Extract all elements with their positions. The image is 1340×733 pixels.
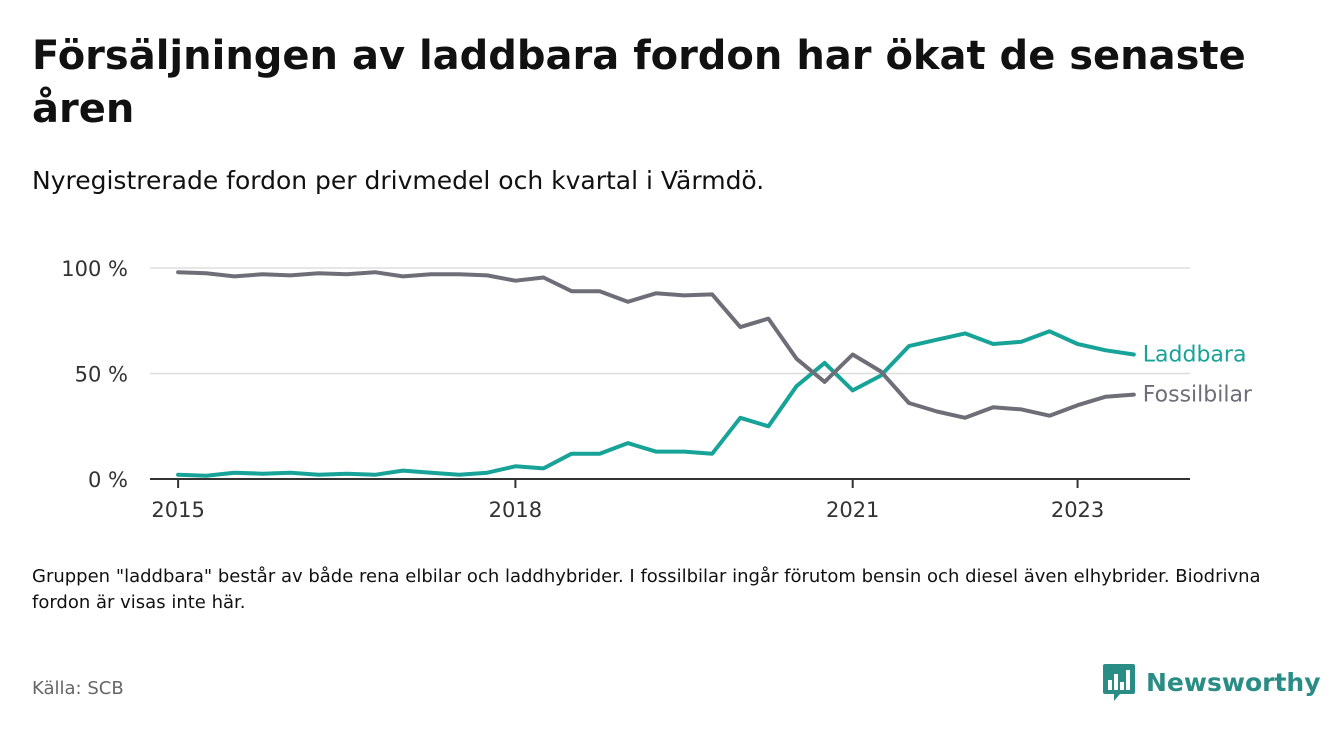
chart-subtitle: Nyregistrerade fordon per drivmedel och … <box>32 166 765 195</box>
newsworthy-logo: Newsworthy <box>1102 662 1321 702</box>
chart-title: Försäljningen av laddbara fordon har öka… <box>32 33 1246 132</box>
series-end-label: Fossilbilar <box>1143 383 1253 408</box>
x-tick-label: 2021 <box>826 498 879 522</box>
series-end-label: Laddbara <box>1143 343 1247 368</box>
footnote: Gruppen "laddbara" består av både rena e… <box>32 566 1261 613</box>
brand-name: Newsworthy <box>1146 667 1321 697</box>
x-tick-label: 2023 <box>1051 498 1104 522</box>
series-line-fossilbilar <box>176 270 1136 420</box>
y-tick-label: 100 % <box>61 257 128 281</box>
y-tick-label: 0 % <box>88 468 128 492</box>
line-chart: 0 % 50 % 100 % 2015 2018 2021 2023 Laddbara Foss… <box>61 257 1253 522</box>
y-tick-label: 50 % <box>75 363 128 387</box>
x-tick-label: 2018 <box>489 498 542 522</box>
source-label: Källa: SCB <box>32 678 124 699</box>
bar-chart-logo-icon <box>1103 664 1135 701</box>
x-tick-label: 2015 <box>151 498 204 522</box>
series-line-laddbara <box>176 329 1136 478</box>
